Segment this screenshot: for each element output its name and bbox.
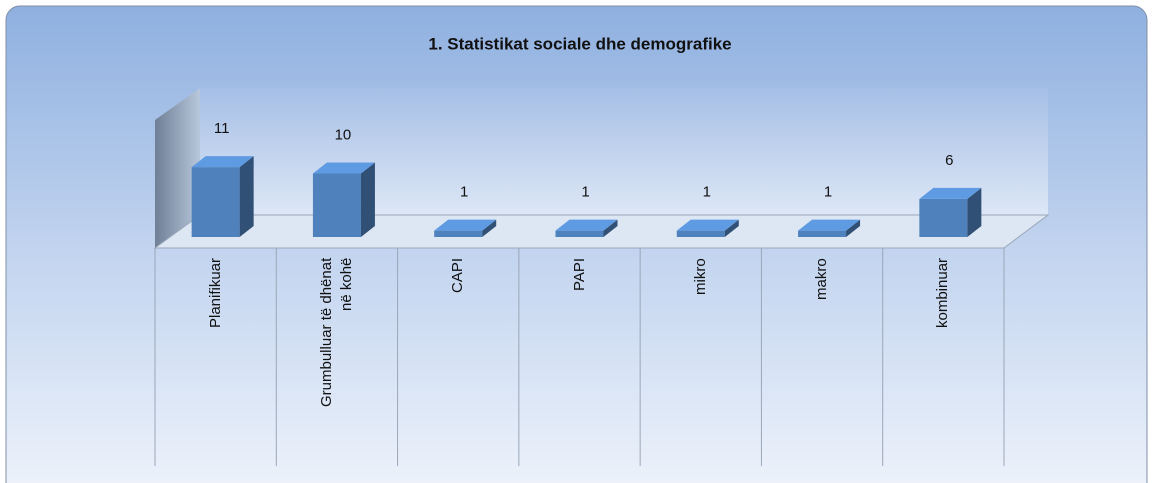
bar-top	[191, 156, 254, 168]
value-label: 1	[460, 184, 468, 201]
bar	[919, 187, 982, 237]
side-wall	[155, 88, 200, 248]
bar	[191, 156, 254, 237]
bar	[676, 219, 739, 237]
bar-side	[482, 219, 497, 237]
bar-side	[360, 162, 375, 237]
bar-front	[312, 173, 361, 237]
category-label: PAPI	[570, 258, 588, 292]
category-label: kombinuar	[934, 258, 952, 329]
bar-front	[798, 230, 847, 237]
value-label: 1	[581, 184, 589, 201]
chart-title: 1. Statistikat sociale dhe demografike	[428, 34, 731, 53]
value-label: 11	[214, 120, 230, 137]
bar-side	[846, 219, 861, 237]
bar-top	[312, 162, 375, 174]
bar-top	[555, 219, 618, 231]
bar-top	[434, 219, 497, 231]
bar-top	[676, 219, 739, 231]
bar	[434, 219, 497, 237]
category-label: makro	[813, 258, 831, 300]
bar-top	[798, 219, 861, 231]
bar-front	[919, 198, 968, 237]
bar-front	[434, 230, 483, 237]
bar	[798, 219, 861, 237]
bar-side	[239, 156, 254, 237]
value-label: 10	[335, 126, 352, 143]
bar-front	[555, 230, 604, 237]
category-label: mikro	[691, 258, 709, 295]
bar-side	[724, 219, 739, 237]
bar-front	[191, 167, 240, 237]
bar-side	[603, 219, 618, 237]
bar-front	[676, 230, 725, 237]
value-label: 1	[703, 184, 711, 201]
value-label: 1	[824, 184, 832, 201]
bar-top	[919, 187, 982, 199]
category-label: CAPI	[449, 258, 467, 294]
bar	[312, 162, 375, 237]
bar	[555, 219, 618, 237]
category-label: Grumbulluar të dhënat në kohë	[317, 258, 355, 408]
bar-side	[967, 187, 982, 237]
category-label: Planifikuar	[206, 258, 224, 329]
back-wall	[200, 88, 1048, 215]
value-label: 6	[945, 152, 953, 169]
